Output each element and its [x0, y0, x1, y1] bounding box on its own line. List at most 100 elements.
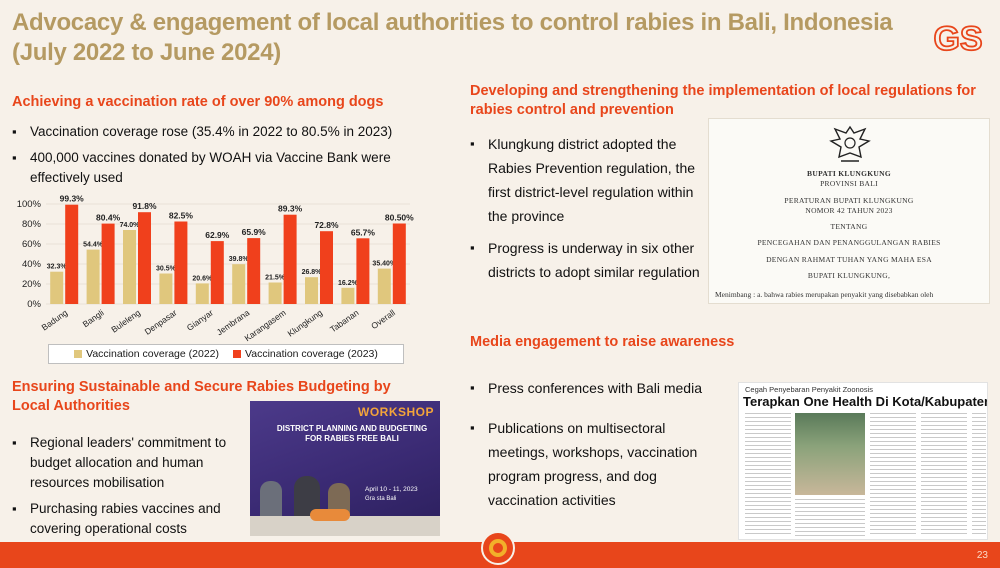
chart-data-label-2022: 54.4%: [83, 242, 104, 249]
chart-x-tick-label: Klungkung: [286, 307, 325, 338]
chart-bar-2022: [305, 277, 318, 304]
chart-data-label-2023: 91.8%: [132, 201, 157, 211]
chart-bar-2022: [268, 282, 282, 304]
document-line: PENCEGAHAN DAN PENANGGULANGAN RABIES: [757, 238, 941, 247]
chart-legend: Vaccination coverage (2022) Vaccination …: [48, 344, 404, 364]
regulation-bullets: Klungkung district adopted the Rabies Pr…: [470, 132, 705, 284]
news-text-column: [972, 413, 986, 537]
workshop-date: April 10 - 11, 2023: [365, 486, 418, 493]
chart-bar-2023: [283, 214, 297, 304]
chart-bar-2022: [123, 230, 136, 304]
chart-bar-2023: [101, 223, 115, 304]
chart-x-tick-label: Overall: [369, 307, 397, 331]
chart-bar-2023: [138, 212, 151, 304]
document-line: Menimbang : a. bahwa rabies merupakan pe…: [715, 290, 934, 299]
media-bullet: Press conferences with Bali media: [470, 376, 725, 400]
chart-data-label-2022: 20.6%: [192, 275, 213, 282]
media-bullet: Publications on multisectoral meetings, …: [470, 416, 725, 512]
workshop-title: WORKSHOP: [358, 405, 434, 419]
chart-bar-2023: [174, 221, 188, 304]
chart-y-tick-label: 20%: [22, 279, 42, 290]
footer-logo-icon: [481, 531, 515, 565]
workshop-subtitle: DISTRICT PLANNING AND BUDGETING FOR RABI…: [276, 424, 428, 443]
document-line: PROVINSI BALI: [820, 179, 878, 188]
media-bullets: Press conferences with Bali media Public…: [470, 376, 725, 512]
budget-bullets: Regional leaders' commitment to budget a…: [12, 433, 242, 539]
workshop-photo: WORKSHOP DISTRICT PLANNING AND BUDGETING…: [250, 401, 440, 536]
legend-label-2023: Vaccination coverage (2023): [245, 348, 378, 360]
vaccination-bullets: Vaccination coverage rose (35.4% in 2022…: [12, 122, 442, 188]
news-text-column: [921, 413, 967, 537]
chart-data-label-2022: 30.5%: [156, 266, 177, 273]
chart-bar-2022: [232, 264, 246, 304]
chart-data-label-2023: 80.50%: [385, 213, 414, 223]
chart-data-label-2022: 39.8%: [229, 256, 250, 263]
chart-data-label-2023: 99.3%: [60, 194, 85, 204]
chart-data-label-2022: 35.40%: [372, 261, 397, 268]
chart-data-label-2022: 21.5%: [265, 275, 286, 282]
chart-x-tick-label: Badung: [40, 307, 70, 332]
vaccination-coverage-chart: 0% 20% 40% 60% 80% 100% 32.3% 99.3% Badung 54.4% 8…: [17, 194, 414, 344]
chart-data-label-2022: 16.2%: [338, 280, 359, 287]
document-line: PERATURAN BUPATI KLUNGKUNG: [784, 196, 914, 205]
chart-bar-2022: [341, 287, 355, 304]
page-number: 23: [976, 550, 988, 561]
chart-data-label-2023: 89.3%: [278, 204, 303, 214]
slide-title: Advocacy & engagement of local authoriti…: [12, 9, 893, 66]
chart-y-tick-label: 60%: [22, 239, 42, 250]
budget-bullet: Regional leaders' commitment to budget a…: [12, 433, 242, 493]
flowers-decoration: [310, 509, 350, 521]
chart-data-label-2023: 80.4%: [96, 213, 121, 223]
chart-bar-2023: [356, 238, 370, 304]
news-text-column: [795, 499, 865, 537]
document-line: NOMOR 42 TAHUN 2023: [805, 206, 893, 215]
chart-data-label-2022: 26.8%: [302, 269, 323, 276]
chart-y-tick-label: 40%: [22, 259, 42, 270]
chart-data-label-2023: 82.5%: [169, 211, 194, 221]
legend-swatch-2023: [233, 350, 241, 358]
regulation-document-image: BUPATI KLUNGKUNG PROVINSI BALI PERATURAN…: [708, 118, 990, 304]
chart-bar-2023: [65, 204, 79, 304]
vaccination-heading: Achieving a vaccination rate of over 90%…: [12, 94, 384, 110]
vaccination-bullet: Vaccination coverage rose (35.4% in 2022…: [12, 122, 442, 142]
document-line: BUPATI KLUNGKUNG: [807, 169, 891, 178]
regulation-heading: Developing and strengthening the impleme…: [470, 83, 976, 118]
document-line: BUPATI KLUNGKUNG,: [807, 271, 891, 280]
chart-data-label-2023: 72.8%: [314, 220, 339, 230]
regulation-bullet: Klungkung district adopted the Rabies Pr…: [470, 132, 705, 228]
workshop-location: Gra sta Bali: [365, 496, 397, 502]
chart-y-tick-label: 100%: [17, 199, 42, 210]
chart-data-label-2023: 62.9%: [205, 230, 230, 240]
chart-data-label-2023: 65.9%: [242, 227, 267, 237]
chart-bar-2023: [247, 238, 261, 304]
legend-swatch-2022: [74, 350, 83, 358]
chart-bar-2023: [320, 231, 333, 304]
document-line: DENGAN RAHMAT TUHAN YANG MAHA ESA: [766, 255, 932, 264]
news-kicker: Cegah Penyebaran Penyakit Zoonosis: [745, 385, 873, 394]
chart-bar-2022: [195, 283, 209, 304]
chart-y-tick-label: 0%: [27, 299, 41, 310]
footer-emblem-icon: [489, 539, 507, 557]
chart-bar-2022: [50, 271, 64, 304]
chart-bar-2022: [377, 268, 391, 304]
logo-text: GS: [933, 20, 982, 58]
chart-bar-2022: [159, 273, 173, 304]
chart-data-label-2022: 74.0%: [120, 222, 141, 229]
table: [250, 516, 440, 536]
vaccination-bullet: 400,000 vaccines donated by WOAH via Vac…: [12, 148, 442, 188]
document-line: TENTANG: [830, 222, 868, 231]
news-headline: Terapkan One Health Di Kota/Kabupaten: [743, 394, 988, 409]
gs-logo-icon: GS: [933, 19, 984, 59]
chart-x-tick-label: Buleleng: [109, 307, 142, 334]
chart-x-tick-label: Tabanan: [328, 307, 361, 334]
chart-y-tick-label: 80%: [22, 219, 42, 230]
chart-x-tick-label: Denpasar: [143, 307, 179, 336]
chart-x-tick-label: Gianyar: [185, 307, 215, 332]
news-photo: [795, 413, 865, 495]
chart-x-tick-label: Bangli: [81, 307, 106, 329]
chart-bar-2023: [210, 241, 224, 304]
chart-data-label-2022: 32.3%: [47, 264, 68, 271]
news-text-column: [745, 413, 791, 537]
budget-heading: Ensuring Sustainable and Secure Rabies B…: [12, 379, 391, 414]
legend-label-2022: Vaccination coverage (2022): [86, 348, 219, 360]
